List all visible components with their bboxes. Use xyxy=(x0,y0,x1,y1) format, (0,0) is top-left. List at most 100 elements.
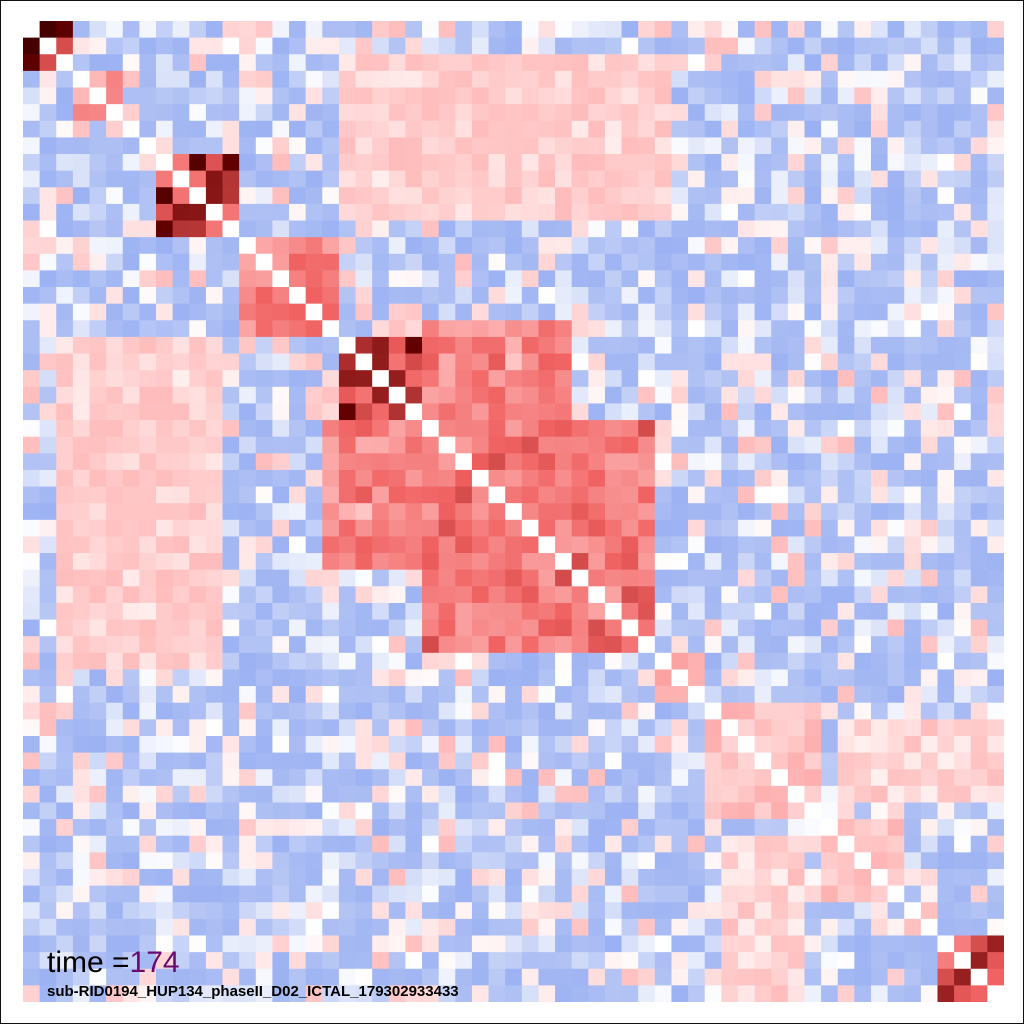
heatmap-cell-58-3 xyxy=(72,985,91,1002)
heatmap-cell-1-16 xyxy=(289,37,307,55)
heatmap-cell-34-7 xyxy=(139,586,157,604)
heatmap-cell-47-51 xyxy=(870,802,889,820)
heatmap-cell-36-1 xyxy=(39,619,57,637)
heatmap-cell-58-8 xyxy=(156,985,174,1002)
heatmap-cell-11-35 xyxy=(604,203,623,222)
heatmap-cell-57-56 xyxy=(954,968,972,986)
heatmap-cell-53-28 xyxy=(488,902,506,920)
heatmap-cell-39-26 xyxy=(455,669,473,687)
heatmap-cell-58-26 xyxy=(455,985,473,1002)
heatmap-cell-36-18 xyxy=(322,619,340,637)
heatmap-cell-13-35 xyxy=(604,237,623,255)
heatmap-cell-4-35 xyxy=(604,87,623,105)
heatmap-cell-47-7 xyxy=(139,802,157,820)
heatmap-cell-27-35 xyxy=(604,469,623,488)
heatmap-cell-13-3 xyxy=(72,237,91,255)
heatmap-cell-50-22 xyxy=(388,852,407,870)
heatmap-cell-57-46 xyxy=(787,968,806,986)
heatmap-cell-20-8 xyxy=(156,353,174,371)
heatmap-cell-9-37 xyxy=(638,170,656,188)
heatmap-cell-24-50 xyxy=(854,420,872,438)
heatmap-cell-16-58 xyxy=(987,287,1004,305)
heatmap-cell-57-3 xyxy=(72,968,91,986)
heatmap-cell-36-49 xyxy=(837,619,855,637)
heatmap-cell-9-21 xyxy=(372,170,390,188)
heatmap-cell-48-32 xyxy=(555,819,573,837)
heatmap-cell-20-1 xyxy=(39,353,57,371)
heatmap-cell-46-12 xyxy=(222,785,240,804)
heatmap-cell-45-10 xyxy=(189,769,207,787)
heatmap-cell-9-10 xyxy=(189,170,207,188)
heatmap-cell-45-50 xyxy=(854,769,872,787)
heatmap-cell-7-0 xyxy=(23,137,41,155)
heatmap-cell-14-7 xyxy=(139,253,157,272)
heatmap-cell-42-54 xyxy=(920,719,939,737)
heatmap-cell-23-6 xyxy=(122,403,140,421)
heatmap-cell-33-34 xyxy=(588,569,606,587)
heatmap-cell-26-35 xyxy=(604,453,623,471)
heatmap-cell-31-13 xyxy=(239,536,257,554)
heatmap-cell-41-18 xyxy=(322,702,340,720)
heatmap-cell-6-57 xyxy=(970,120,988,138)
heatmap-cell-25-31 xyxy=(538,436,556,454)
heatmap-cell-22-43 xyxy=(737,386,756,405)
heatmap-cell-25-13 xyxy=(239,436,257,454)
heatmap-cell-55-41 xyxy=(704,935,722,953)
heatmap-cell-45-3 xyxy=(72,769,91,787)
heatmap-cell-40-3 xyxy=(72,686,91,704)
heatmap-cell-25-5 xyxy=(106,436,124,454)
heatmap-cell-57-10 xyxy=(189,968,207,986)
heatmap-cell-43-7 xyxy=(139,735,157,754)
heatmap-cell-10-19 xyxy=(338,187,357,205)
heatmap-cell-17-14 xyxy=(255,303,274,321)
heatmap-cell-11-57 xyxy=(970,203,988,222)
heatmap-cell-43-28 xyxy=(488,735,506,754)
heatmap-cell-18-48 xyxy=(821,320,839,338)
heatmap-cell-9-6 xyxy=(122,170,140,188)
heatmap-cell-41-6 xyxy=(122,702,140,720)
heatmap-cell-36-37 xyxy=(638,619,656,637)
heatmap-cell-1-25 xyxy=(438,37,456,55)
heatmap-cell-18-43 xyxy=(737,320,756,338)
heatmap-cell-28-49 xyxy=(837,486,855,504)
heatmap-cell-55-56 xyxy=(954,935,972,953)
heatmap-cell-35-45 xyxy=(771,602,789,621)
heatmap-cell-13-19 xyxy=(338,237,357,255)
heatmap-cell-27-50 xyxy=(854,469,872,488)
time-prefix: time = xyxy=(47,946,130,979)
heatmap-cell-39-43 xyxy=(737,669,756,687)
heatmap-cell-49-37 xyxy=(638,835,656,853)
heatmap-cell-19-37 xyxy=(638,336,656,355)
heatmap-cell-56-29 xyxy=(505,952,523,970)
heatmap-cell-4-49 xyxy=(837,87,855,105)
heatmap-cell-11-14 xyxy=(255,203,274,222)
heatmap-cell-57-53 xyxy=(904,968,922,986)
heatmap-cell-33-48 xyxy=(821,569,839,587)
heatmap-cell-53-37 xyxy=(638,902,656,920)
heatmap-cell-12-7 xyxy=(139,220,157,238)
heatmap-cell-20-21 xyxy=(372,353,390,371)
heatmap-cell-5-2 xyxy=(56,104,74,122)
heatmap-cell-31-28 xyxy=(488,536,506,554)
heatmap-cell-2-12 xyxy=(222,54,240,72)
heatmap-cell-15-6 xyxy=(122,270,140,288)
heatmap-cell-10-17 xyxy=(305,187,323,205)
heatmap-cell-13-14 xyxy=(255,237,274,255)
heatmap-cell-18-4 xyxy=(89,320,107,338)
heatmap-cell-43-23 xyxy=(405,735,423,754)
heatmap-cell-31-36 xyxy=(621,536,639,554)
heatmap-cell-35-29 xyxy=(505,602,523,621)
heatmap-cell-40-34 xyxy=(588,686,606,704)
heatmap-cell-38-3 xyxy=(72,652,91,671)
heatmap-cell-27-56 xyxy=(954,469,972,488)
heatmap-cell-55-8 xyxy=(156,935,174,953)
heatmap-cell-40-58 xyxy=(987,686,1004,704)
heatmap-cell-40-47 xyxy=(804,686,822,704)
heatmap-cell-18-27 xyxy=(471,320,490,338)
heatmap-cell-3-16 xyxy=(289,70,307,89)
heatmap-cell-48-58 xyxy=(987,819,1004,837)
heatmap-cell-22-30 xyxy=(521,386,540,405)
heatmap-cell-24-58 xyxy=(987,420,1004,438)
heatmap-cell-6-2 xyxy=(56,120,74,138)
heatmap-cell-34-0 xyxy=(23,586,41,604)
